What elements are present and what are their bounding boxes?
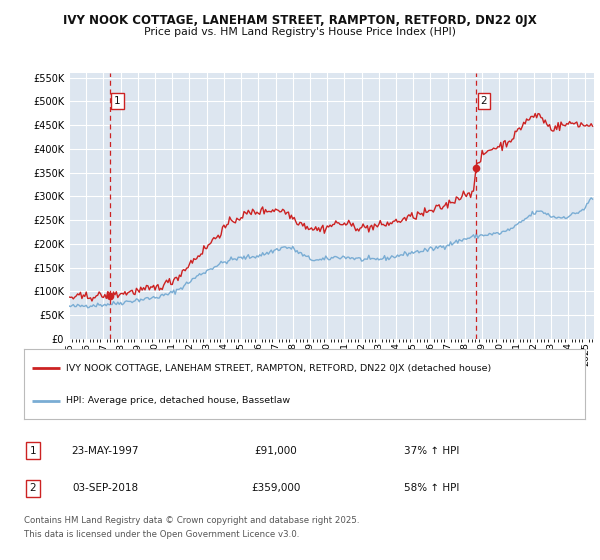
Text: Contains HM Land Registry data © Crown copyright and database right 2025.: Contains HM Land Registry data © Crown c… [24,516,359,525]
Text: £91,000: £91,000 [254,446,298,456]
Text: IVY NOOK COTTAGE, LANEHAM STREET, RAMPTON, RETFORD, DN22 0JX: IVY NOOK COTTAGE, LANEHAM STREET, RAMPTO… [63,14,537,27]
Text: HPI: Average price, detached house, Bassetlaw: HPI: Average price, detached house, Bass… [66,396,290,405]
Text: £359,000: £359,000 [251,483,301,493]
Text: 1: 1 [114,96,121,106]
Text: IVY NOOK COTTAGE, LANEHAM STREET, RAMPTON, RETFORD, DN22 0JX (detached house): IVY NOOK COTTAGE, LANEHAM STREET, RAMPTO… [66,364,491,373]
Text: 23-MAY-1997: 23-MAY-1997 [71,446,139,456]
Text: This data is licensed under the Open Government Licence v3.0.: This data is licensed under the Open Gov… [24,530,299,539]
Text: 2: 2 [29,483,37,493]
Text: 2: 2 [481,96,487,106]
Text: 37% ↑ HPI: 37% ↑ HPI [404,446,460,456]
Text: 1: 1 [29,446,37,456]
Text: 58% ↑ HPI: 58% ↑ HPI [404,483,460,493]
Text: 03-SEP-2018: 03-SEP-2018 [72,483,138,493]
Text: Price paid vs. HM Land Registry's House Price Index (HPI): Price paid vs. HM Land Registry's House … [144,27,456,37]
